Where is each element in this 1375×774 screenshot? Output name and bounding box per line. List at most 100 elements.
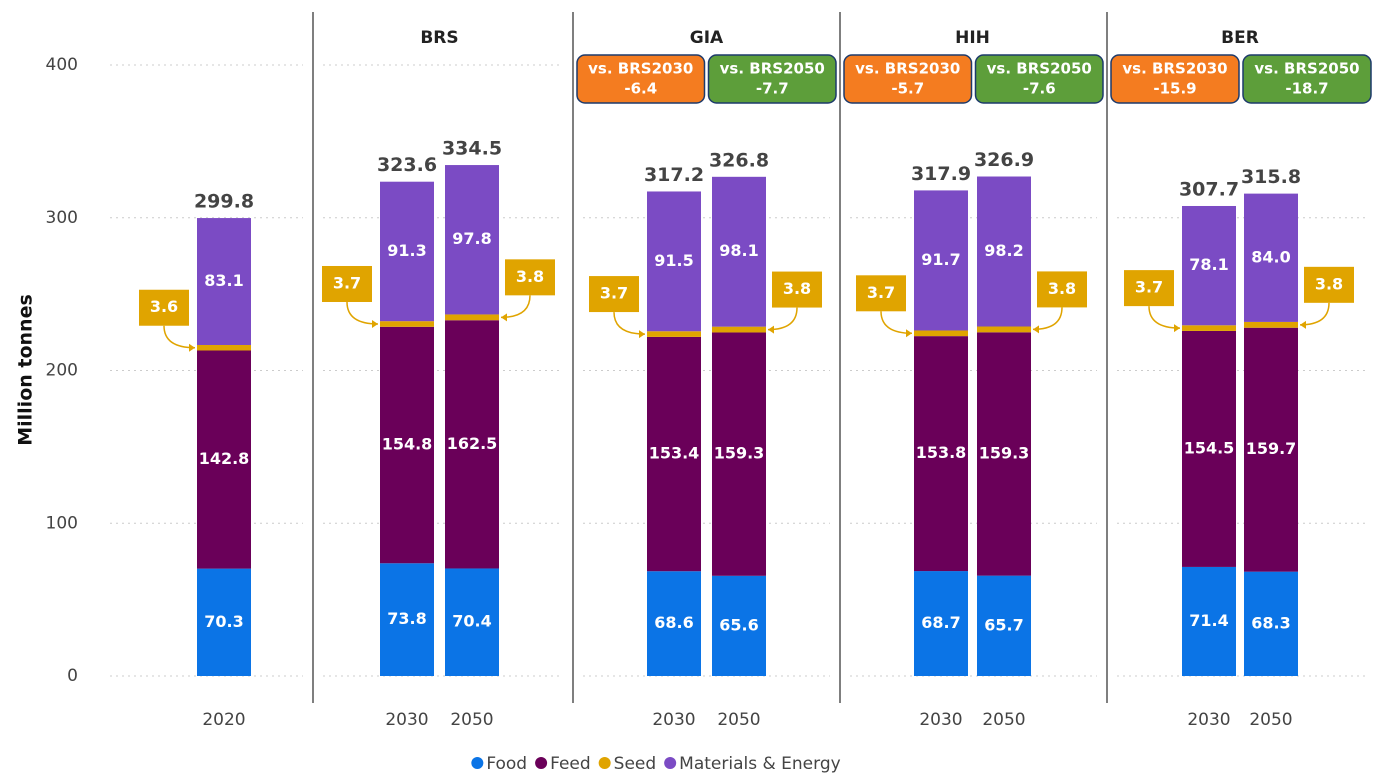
segment-label: 65.7 — [984, 615, 1023, 634]
segment-label: 154.5 — [1184, 438, 1235, 457]
bar-segment — [197, 568, 251, 676]
y-tick-label: 400 — [46, 55, 78, 75]
segment-label: 159.7 — [1246, 439, 1297, 458]
seed-arrowhead — [372, 319, 378, 328]
comparison-label: vs. BRS2050 — [720, 60, 825, 78]
total-label: 317.2 — [644, 164, 704, 186]
bar-segment — [914, 190, 968, 331]
segment-label: 153.8 — [916, 443, 967, 462]
bar-segment — [197, 344, 251, 351]
comparison-box — [1110, 54, 1240, 104]
segment-label: 91.3 — [387, 241, 426, 260]
bar-segment — [977, 575, 1031, 676]
comparison-label: vs. BRS2030 — [855, 60, 960, 78]
bar-segment — [445, 568, 499, 676]
bar-segment — [1182, 566, 1236, 676]
seed-arrow — [500, 295, 531, 319]
seed-arrowhead — [1174, 324, 1180, 333]
seed-arrowhead — [1033, 325, 1039, 334]
total-label: 315.8 — [1241, 166, 1301, 188]
segment-label: 70.3 — [204, 612, 243, 631]
seed-arrow — [1032, 307, 1063, 331]
seed-callout — [322, 265, 372, 302]
panel-title: GIA — [690, 28, 724, 48]
seed-label: 3.7 — [1135, 278, 1163, 297]
bar-segment — [1244, 571, 1298, 676]
bar-segment — [197, 350, 251, 569]
seed-callout — [856, 275, 906, 312]
x-tick-label: 2030 — [919, 710, 962, 730]
segment-label: 68.6 — [654, 613, 693, 632]
bar-segment — [1244, 193, 1298, 322]
bar-segment — [197, 218, 251, 345]
seed-arrowhead — [501, 313, 507, 322]
segment-label: 162.5 — [447, 434, 498, 453]
bar-segment — [914, 571, 968, 676]
y-axis-label: Million tonnes — [15, 294, 37, 446]
bar-segment — [1244, 321, 1298, 328]
y-tick-label: 100 — [46, 513, 78, 533]
bar-segment — [712, 575, 766, 676]
comparison-value: -6.4 — [624, 80, 657, 98]
x-tick-label: 2050 — [1249, 710, 1292, 730]
segment-label: 91.7 — [921, 250, 960, 269]
seed-label: 3.6 — [150, 297, 178, 316]
legend-label: Feed — [550, 754, 591, 774]
bar-segment — [1244, 327, 1298, 572]
bar-segment — [712, 176, 766, 327]
segment-label: 159.3 — [714, 444, 765, 463]
segment-label: 98.1 — [719, 241, 758, 260]
seed-label: 3.7 — [333, 273, 361, 292]
segment-label: 73.8 — [387, 609, 426, 628]
bar-segment — [712, 326, 766, 333]
x-tick-label: 2030 — [652, 710, 695, 730]
segment-label: 154.8 — [382, 435, 433, 454]
comparison-box — [843, 54, 973, 104]
comparison-value: -15.9 — [1153, 80, 1196, 98]
total-label: 299.8 — [194, 191, 254, 213]
bar-segment — [977, 326, 1031, 333]
seed-arrow — [767, 307, 798, 331]
comparison-label: vs. BRS2030 — [588, 60, 693, 78]
segment-label: 159.3 — [979, 443, 1030, 462]
seed-label: 3.8 — [783, 279, 811, 298]
seed-callout — [505, 259, 555, 296]
comparison-box — [1242, 54, 1372, 104]
total-label: 334.5 — [442, 138, 502, 160]
segment-label: 98.2 — [984, 241, 1023, 260]
segment-label: 68.3 — [1251, 613, 1290, 632]
legend-label: Materials & Energy — [679, 754, 841, 774]
total-label: 326.9 — [974, 149, 1034, 171]
seed-arrow — [613, 312, 646, 335]
bar-segment — [977, 332, 1031, 576]
bar-segment — [445, 314, 499, 321]
y-tick-label: 0 — [67, 666, 78, 686]
x-tick-label: 2020 — [202, 710, 245, 730]
seed-arrow — [1299, 302, 1330, 326]
seed-callout — [772, 271, 822, 308]
panel-title: BER — [1221, 28, 1259, 48]
segment-label: 68.7 — [921, 613, 960, 632]
bar-segment — [380, 326, 434, 564]
total-label: 317.9 — [911, 163, 971, 185]
legend-swatch — [471, 757, 484, 769]
bar-segment — [445, 320, 499, 569]
comparison-value: -7.6 — [1023, 80, 1056, 98]
seed-label: 3.8 — [1048, 279, 1076, 298]
seed-label: 3.7 — [867, 283, 895, 302]
bar-segment — [445, 165, 499, 315]
bar-segment — [712, 332, 766, 576]
bar-segment — [914, 336, 968, 572]
seed-callout — [1304, 266, 1354, 303]
x-tick-label: 2050 — [982, 710, 1025, 730]
seed-arrowhead — [1300, 320, 1306, 329]
panel-title: HIH — [955, 28, 990, 48]
comparison-value: -18.7 — [1285, 80, 1328, 98]
legend-swatch — [598, 757, 611, 769]
total-label: 323.6 — [377, 154, 437, 176]
bar-segment — [380, 321, 434, 327]
seed-arrowhead — [189, 343, 195, 352]
seed-arrow — [1148, 306, 1181, 329]
seed-callout — [1124, 270, 1174, 307]
seed-callout — [589, 276, 639, 313]
